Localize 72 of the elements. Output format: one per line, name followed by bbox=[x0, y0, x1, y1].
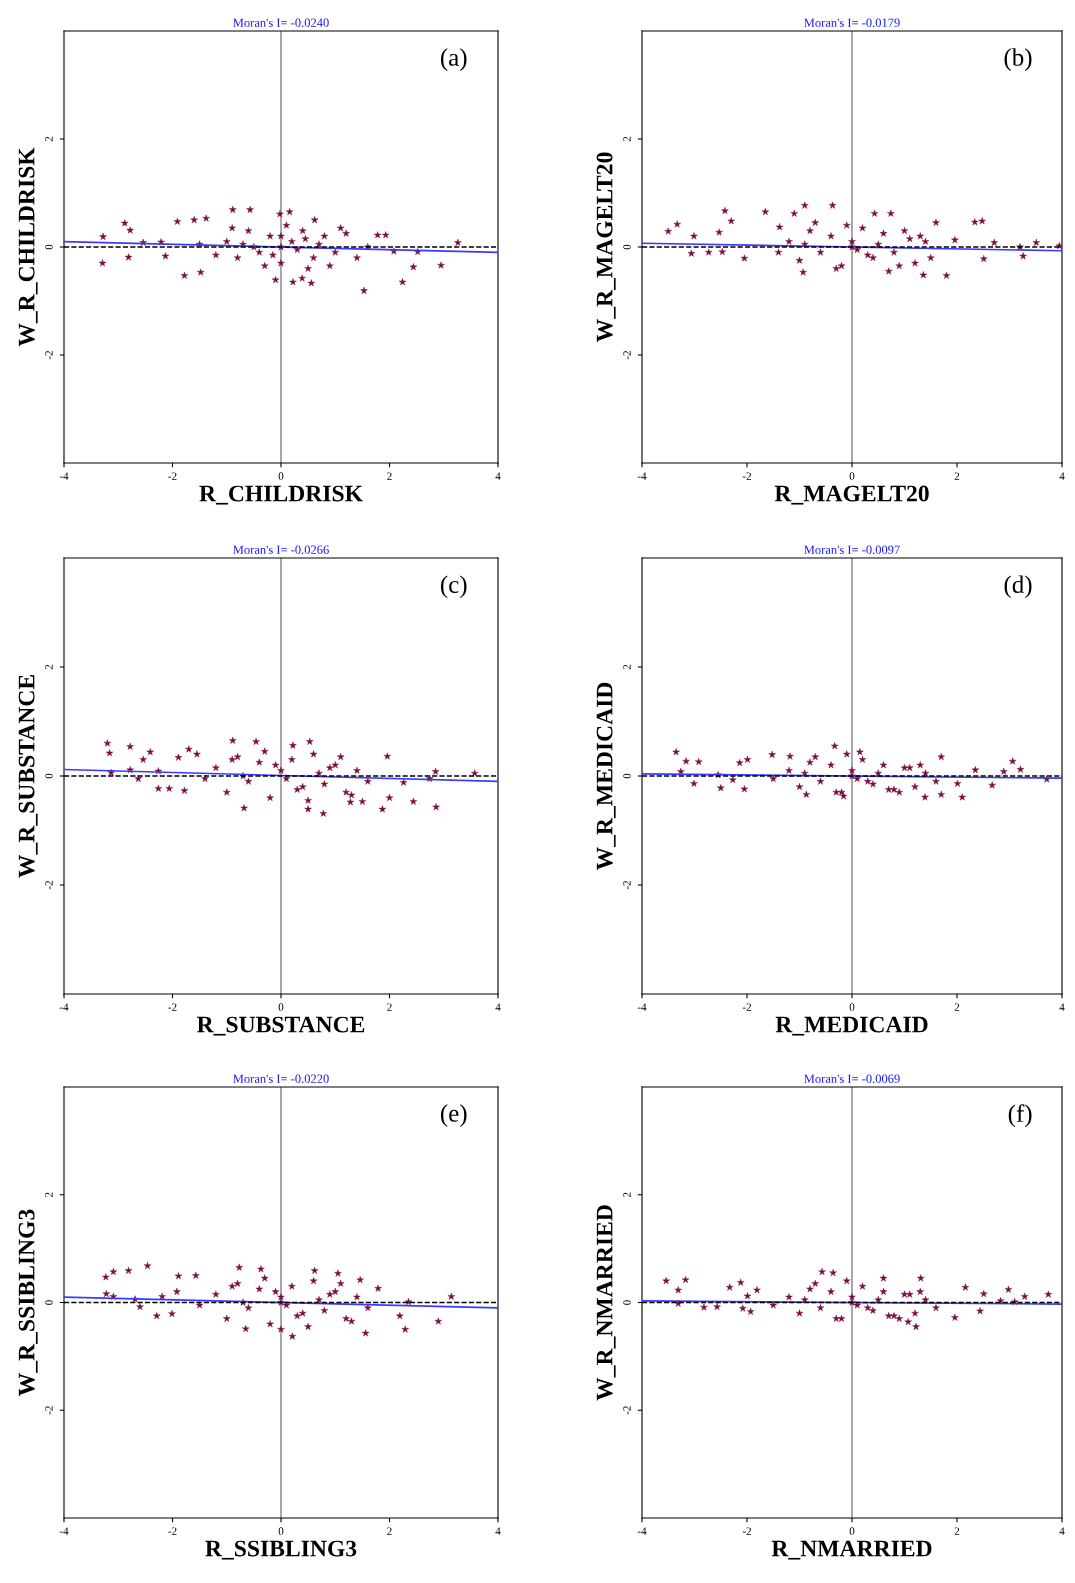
x-tick-label: -2 bbox=[168, 1003, 177, 1011]
x-tick-label: 0 bbox=[278, 472, 284, 480]
x-tick-label: 0 bbox=[849, 472, 855, 480]
x-tick-label: 2 bbox=[954, 1527, 960, 1535]
x-tick-label: -4 bbox=[59, 1003, 69, 1011]
x-tick-label: -2 bbox=[742, 472, 752, 480]
chart-title: Moran's I= -0.0266 bbox=[233, 545, 329, 555]
annotation: (a) bbox=[440, 48, 467, 71]
x-tick-label: -2 bbox=[168, 472, 177, 480]
x-tick-label: 0 bbox=[849, 1527, 855, 1535]
x-tick-label: -4 bbox=[59, 472, 69, 480]
annotation: (e) bbox=[440, 1104, 467, 1127]
y-axis-title: W_R_CHILDRISK bbox=[18, 147, 38, 347]
y-tick-label: 2 bbox=[623, 1192, 631, 1198]
y-axis-title: W_R_SUBSTANCE bbox=[18, 675, 38, 878]
x-tick-label: -4 bbox=[59, 1527, 69, 1535]
y-tick-label: 2 bbox=[623, 664, 631, 670]
chart-title: Moran's I= -0.0069 bbox=[804, 1074, 900, 1084]
y-tick-label: 0 bbox=[45, 773, 53, 779]
y-tick-label: -2 bbox=[623, 1406, 631, 1415]
x-tick-label: -2 bbox=[742, 1003, 752, 1011]
x-axis-title: R_NMARRIED bbox=[771, 1540, 932, 1560]
x-tick-label: 2 bbox=[954, 1003, 960, 1011]
x-tick-label: 0 bbox=[278, 1003, 284, 1011]
annotation: (f) bbox=[1008, 1104, 1032, 1128]
annotation: (c) bbox=[440, 575, 467, 599]
y-tick-label: -2 bbox=[623, 350, 631, 360]
x-tick-label: 4 bbox=[1059, 1527, 1065, 1535]
annotation: (d) bbox=[1004, 575, 1032, 599]
x-tick-label: 2 bbox=[954, 472, 960, 480]
chart-title: Moran's I= -0.0240 bbox=[233, 18, 329, 28]
y-tick-label: 0 bbox=[623, 1300, 631, 1305]
x-tick-label: 4 bbox=[495, 1527, 501, 1535]
y-tick-label: 2 bbox=[45, 1192, 53, 1198]
x-axis-title: R_MAGELT20 bbox=[774, 485, 929, 505]
x-tick-label: 2 bbox=[387, 1003, 392, 1011]
y-tick-label: 0 bbox=[623, 773, 631, 779]
y-axis-title: W_R_SSIBLING3 bbox=[18, 1209, 38, 1396]
x-tick-label: 2 bbox=[387, 1527, 392, 1535]
x-tick-label: 4 bbox=[1059, 1003, 1065, 1011]
x-tick-label: 0 bbox=[278, 1527, 284, 1535]
y-tick-label: 0 bbox=[45, 1300, 53, 1305]
y-tick-label: 2 bbox=[45, 664, 53, 670]
x-tick-label: 4 bbox=[495, 472, 501, 480]
x-tick-label: 0 bbox=[849, 1003, 855, 1011]
x-tick-label: -4 bbox=[637, 1003, 647, 1011]
annotation: (b) bbox=[1004, 48, 1032, 71]
y-tick-label: -2 bbox=[45, 880, 53, 890]
y-tick-label: 2 bbox=[45, 136, 53, 142]
x-axis-title: R_MEDICAID bbox=[775, 1016, 928, 1036]
x-tick-label: 4 bbox=[1059, 472, 1065, 480]
y-tick-label: 0 bbox=[45, 244, 53, 250]
y-tick-label: -2 bbox=[623, 880, 631, 890]
x-tick-label: -2 bbox=[168, 1527, 177, 1535]
y-axis-title: W_R_MEDICAID bbox=[596, 682, 616, 871]
x-tick-label: -2 bbox=[742, 1527, 752, 1535]
chart-title: Moran's I= -0.0179 bbox=[804, 18, 900, 28]
y-tick-label: -2 bbox=[45, 1406, 53, 1415]
x-tick-label: -4 bbox=[637, 472, 647, 480]
x-tick-label: 4 bbox=[495, 1003, 501, 1011]
x-axis-title: R_CHILDRISK bbox=[199, 485, 363, 505]
y-tick-label: -2 bbox=[45, 350, 53, 360]
y-axis-title: W_R_NMARRIED bbox=[596, 1205, 616, 1401]
x-axis-title: R_SSIBLING3 bbox=[205, 1540, 357, 1560]
x-tick-label: 2 bbox=[387, 472, 392, 480]
chart-title: Moran's I= -0.0220 bbox=[233, 1074, 329, 1084]
y-tick-label: 0 bbox=[623, 244, 631, 250]
y-tick-label: 2 bbox=[623, 136, 631, 142]
x-axis-title: R_SUBSTANCE bbox=[196, 1016, 365, 1036]
chart-title: Moran's I= -0.0097 bbox=[804, 545, 900, 555]
x-tick-label: -4 bbox=[637, 1527, 647, 1535]
y-axis-title: W_R_MAGELT20 bbox=[596, 152, 616, 343]
